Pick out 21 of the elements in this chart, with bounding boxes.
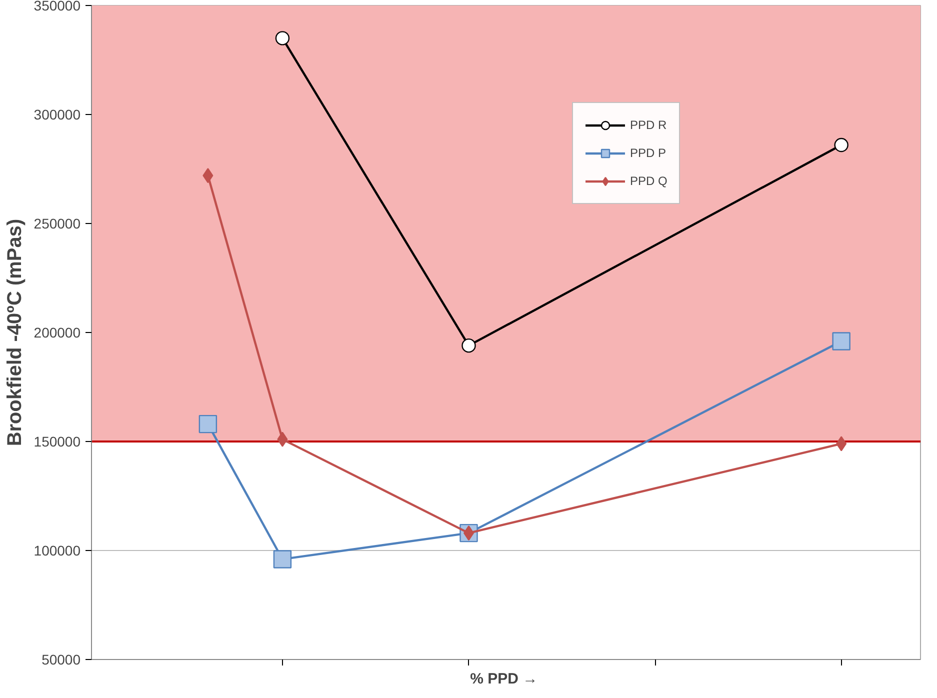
point [836, 436, 847, 452]
y-tick-label: 150000 [34, 434, 81, 450]
legend-label: PPD R [630, 118, 667, 132]
point [834, 138, 848, 152]
point [273, 550, 292, 568]
point [462, 338, 476, 353]
x-axis-title: % PPD → [470, 670, 538, 688]
y-tick-label: 200000 [34, 324, 81, 340]
point [198, 414, 218, 434]
point [463, 525, 474, 541]
y-tick-label: 100000 [34, 542, 81, 558]
y-tick-label: 50000 [42, 652, 81, 668]
legend-label: PPD Q [630, 174, 668, 188]
point [277, 432, 288, 447]
point [275, 31, 290, 46]
y-axis-title: Brookfield -40ºC (mPas) [4, 218, 26, 446]
y-tick-label: 350000 [34, 0, 81, 14]
point [832, 332, 850, 350]
y-tick-label: 300000 [34, 106, 81, 122]
y-tick-label: 250000 [34, 216, 81, 232]
legend-label: PPD P [630, 146, 666, 160]
